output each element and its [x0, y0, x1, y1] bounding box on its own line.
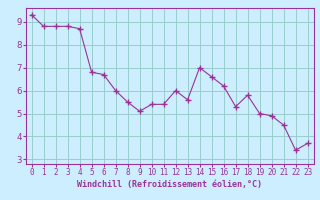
X-axis label: Windchill (Refroidissement éolien,°C): Windchill (Refroidissement éolien,°C): [77, 180, 262, 189]
